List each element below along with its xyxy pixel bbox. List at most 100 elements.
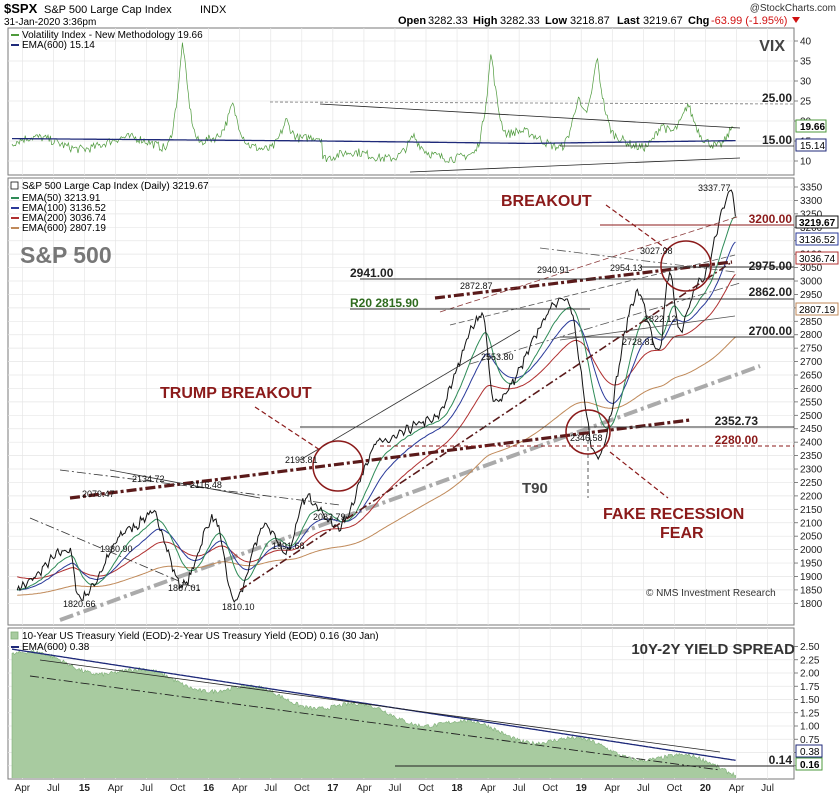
- point-label: 1810.10: [222, 602, 255, 612]
- low-label: Low: [545, 15, 567, 27]
- fake-recession-circle: [565, 409, 611, 455]
- channel-upper: [439, 215, 741, 313]
- x-tick-label: 17: [327, 783, 339, 794]
- level-r20: R20 2815.90: [350, 296, 419, 310]
- spread-last-tag: [795, 757, 823, 771]
- brand: @StockCharts.com: [750, 3, 836, 14]
- y-tick-label: 10: [800, 157, 812, 168]
- y-tick-label: 2550: [800, 397, 823, 408]
- x-tick-label: Oct: [542, 783, 558, 794]
- y-tick-label: 30: [800, 77, 812, 88]
- trendline-2015-down: [29, 517, 201, 591]
- x-tick-label: Oct: [294, 783, 310, 794]
- y-tick-label: 2800: [800, 330, 823, 341]
- spread-ema-tag: [795, 744, 823, 758]
- y-tick-label: 3050: [800, 263, 823, 274]
- spread-trendline-upper: [39, 659, 721, 753]
- index-name: S&P 500 Large Cap Index: [44, 4, 172, 16]
- vix-ema-tag-text: 15.14: [800, 141, 825, 152]
- y-tick-label: 2850: [800, 317, 823, 328]
- fear-annotation: FEAR: [660, 525, 704, 542]
- spx-last-tag: [795, 215, 839, 229]
- y-tick-label: 2450: [800, 424, 823, 435]
- y-tick-label: 1.50: [800, 695, 820, 706]
- vix-level-line-25: [269, 101, 794, 105]
- vix-chart: 25.00 15.00 VIX Volatility Index - New M…: [11, 30, 827, 173]
- y-tick-label: 3350: [800, 183, 823, 194]
- x-tick-label: Jul: [264, 783, 277, 794]
- vix-legend-ema: EMA(600) 15.14: [22, 40, 95, 51]
- point-label: 3027.98: [640, 246, 673, 256]
- grid: [8, 28, 794, 779]
- point-label: 1980.90: [100, 544, 133, 554]
- ema600-tag: [795, 302, 839, 316]
- ema100-line: [17, 241, 736, 591]
- trendline-2015: [59, 469, 341, 506]
- y-tick-label: 2650: [800, 371, 823, 382]
- y-tick-label: 3300: [800, 196, 823, 207]
- x-tick-label: Oct: [667, 783, 683, 794]
- trendline-rising: [239, 261, 733, 591]
- level-2352: 2352.73: [715, 414, 759, 428]
- vix-trendline-lower: [409, 157, 741, 173]
- point-label: 2134.72: [132, 474, 165, 484]
- ema50-line: [17, 216, 736, 591]
- x-tick-label: 15: [79, 783, 91, 794]
- spread-last-tag-text: 0.16: [800, 760, 820, 771]
- y-tick-label: 2.00: [800, 669, 820, 680]
- chg-label: Chg: [688, 15, 709, 27]
- trendline-2019-low: [559, 315, 736, 341]
- high-label: High: [473, 15, 498, 27]
- spx-legend-swatch: [10, 181, 19, 190]
- x-tick-label: Apr: [232, 783, 248, 794]
- point-label: 2346.58: [570, 433, 603, 443]
- spx-legend-ema200: EMA(200) 3036.74: [22, 213, 106, 224]
- breakout-annotation: BREAKOUT: [501, 193, 592, 210]
- trendline-2019-top: [539, 247, 736, 273]
- open-label: Open: [398, 15, 426, 27]
- y-tick-label: 2700: [800, 357, 823, 368]
- y-tick-label: 35: [800, 57, 812, 68]
- point-label: 2193.81: [285, 455, 318, 465]
- symbol: $SPX: [4, 1, 38, 16]
- spx-axis: 3350330032503200315031003050300029502900…: [794, 183, 823, 610]
- trendline-2017: [299, 329, 521, 461]
- spx-price-line: [16, 189, 736, 603]
- chart-date: 31-Jan-2020 3:36pm: [4, 17, 96, 28]
- point-label: 2116.48: [190, 480, 222, 490]
- x-tick-label: Jul: [761, 783, 774, 794]
- x-tick-label: Apr: [605, 783, 621, 794]
- point-label: 1820.66: [63, 599, 96, 609]
- spx-panel: [7, 177, 795, 626]
- y-tick-label: 3250: [800, 209, 823, 220]
- y-tick-label: 1950: [800, 559, 823, 570]
- low-value: 3218.87: [570, 15, 610, 27]
- spx-chart: S&P 500 Large Cap Index (Daily) 3219.67 …: [10, 181, 839, 622]
- fake-recession-arrow: [609, 451, 669, 499]
- x-tick-label: Jul: [513, 783, 526, 794]
- breakout-circle: [660, 240, 712, 292]
- y-tick-label: 2950: [800, 290, 823, 301]
- y-tick-label: 1850: [800, 585, 823, 596]
- level-2280: 2280.00: [715, 433, 759, 447]
- point-label: 2822.12: [644, 314, 677, 324]
- spx-title: S&P 500: [20, 242, 112, 268]
- point-label: 3337.77: [698, 183, 731, 193]
- ema600-tag-text: 2807.19: [799, 305, 836, 316]
- spread-ema-line: [11, 648, 736, 761]
- y-tick-label: 40: [800, 37, 812, 48]
- vix-line: [11, 42, 736, 164]
- x-tick-label: Apr: [356, 783, 372, 794]
- x-tick-label: Apr: [108, 783, 124, 794]
- fake-recession-annotation: FAKE RECESSION: [603, 506, 744, 523]
- x-tick-label: 20: [700, 783, 712, 794]
- level-2862: 2862.00: [749, 285, 793, 299]
- credit: © NMS Investment Research: [646, 588, 776, 599]
- level-2975: 2975.00: [749, 259, 793, 273]
- spread-level-014: 0.14: [769, 753, 793, 767]
- vix-legend-main: Volatility Index - New Methodology 19.66: [22, 30, 203, 41]
- point-label: 2553.80: [481, 352, 514, 362]
- x-tick-label: Jul: [389, 783, 402, 794]
- vix-last-tag: [795, 119, 827, 133]
- y-tick-label: 2100: [800, 518, 823, 529]
